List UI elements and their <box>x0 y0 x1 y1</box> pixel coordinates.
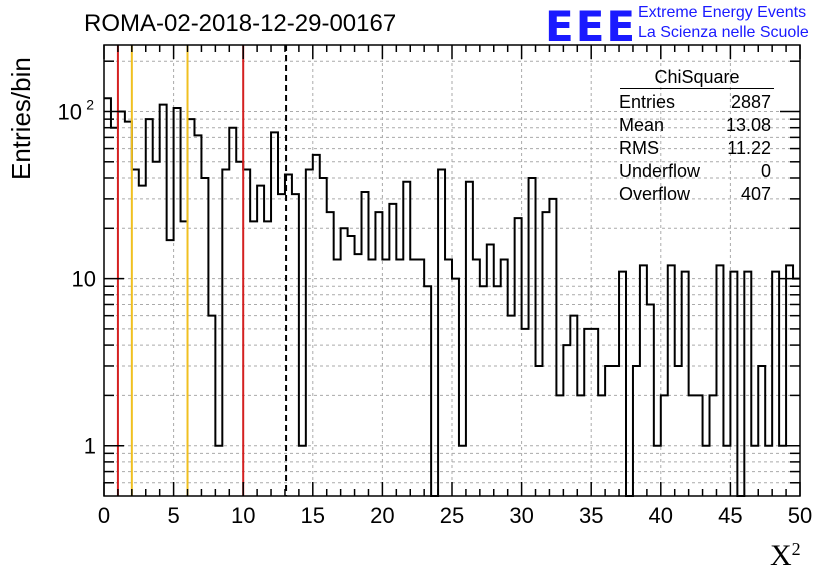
histogram-bin <box>494 286 501 496</box>
stats-box: ChiSquare Entries 2887 Mean 13.08 RMS 11.22 Un… <box>612 66 778 206</box>
histogram-bin <box>355 254 362 496</box>
histogram-bin <box>591 329 598 496</box>
histogram-bin <box>271 132 278 496</box>
histogram-bin <box>222 169 229 496</box>
histogram-bin <box>208 316 215 496</box>
x-tick-label: 35 <box>579 503 603 528</box>
histogram-bin <box>306 169 313 496</box>
x-tick-label: 40 <box>649 503 673 528</box>
logo-caption-line2: La Scienza nelle Scuole <box>638 24 809 41</box>
histogram-bin <box>389 204 396 496</box>
logo-caption-line1: Extreme Energy Events <box>638 4 807 21</box>
x-tick-label: 25 <box>440 503 464 528</box>
stats-row: Entries 2887 <box>612 91 778 114</box>
y-tick-label: 1 <box>84 434 96 459</box>
stats-row: RMS 11.22 <box>612 137 778 160</box>
histogram-bin <box>160 105 167 496</box>
histogram-bin <box>320 178 327 496</box>
histogram-bin <box>570 316 577 496</box>
reference-lines <box>116 45 288 496</box>
histogram-bin <box>612 366 619 496</box>
histogram-bin <box>515 218 522 496</box>
stats-row: Underflow 0 <box>612 160 778 183</box>
histogram-bin <box>647 304 654 496</box>
histogram-bin <box>174 108 181 496</box>
x-tick-label: 30 <box>509 503 533 528</box>
x-tick-label: 0 <box>98 503 110 528</box>
histogram-bars <box>104 97 800 497</box>
histogram-bin <box>243 169 250 496</box>
x-tick-label: 50 <box>788 503 812 528</box>
histogram-bin <box>480 286 487 496</box>
histogram-bin <box>341 228 348 496</box>
histogram-bin <box>549 199 556 496</box>
histogram-bin <box>146 119 153 496</box>
histogram-bin <box>793 279 800 496</box>
histogram-bin <box>188 119 195 496</box>
histogram-bin <box>508 316 515 496</box>
histogram-bin <box>313 155 320 496</box>
histogram-bin <box>466 182 473 496</box>
histogram-bin <box>139 186 146 496</box>
x-tick-label: 15 <box>301 503 325 528</box>
y-tick-label: 10 <box>72 267 96 292</box>
histogram-bin <box>452 279 459 496</box>
stats-value: 13.08 <box>725 115 771 135</box>
histogram-bin <box>229 128 236 496</box>
histogram-bin <box>605 366 612 496</box>
stats-row: Overflow 407 <box>612 183 778 206</box>
histogram-bin <box>563 345 570 496</box>
histogram-bin <box>201 178 208 496</box>
y-axis-label: Entries/bin <box>6 57 36 180</box>
stats-value: 407 <box>740 184 771 204</box>
histogram-bin <box>438 169 445 496</box>
stats-value: 2887 <box>730 92 771 112</box>
histogram-bin <box>362 192 369 496</box>
histogram-bin <box>529 178 536 496</box>
stats-value: 11.22 <box>727 138 771 158</box>
stats-label: Underflow <box>619 161 701 181</box>
stats-title: ChiSquare <box>620 66 774 89</box>
stats-value: 0 <box>760 161 771 181</box>
stats-label: Overflow <box>619 184 691 204</box>
histogram-bin <box>264 221 271 496</box>
x-tick-label: 5 <box>167 503 179 528</box>
x-axis-label: Χ2 <box>770 539 801 572</box>
histogram-bin <box>403 182 410 496</box>
grid-lines <box>104 45 800 496</box>
histogram-bin <box>633 366 640 496</box>
y-tick-label: 10 <box>58 99 82 124</box>
stats-label: RMS <box>619 138 659 158</box>
histogram-bin <box>111 128 118 496</box>
histogram-bin <box>181 221 188 496</box>
histogram-bin <box>522 329 529 496</box>
stats-rows: Entries 2887 Mean 13.08 RMS 11.22 Underflow 0 Ov… <box>612 91 778 206</box>
histogram-bin <box>758 366 765 496</box>
histogram-bin <box>424 286 431 496</box>
histogram-bin <box>257 186 264 496</box>
stats-label: Mean <box>619 115 665 135</box>
histogram-bin <box>118 111 125 496</box>
eee-logo: EEE <box>545 2 638 51</box>
histogram-bin <box>675 366 682 496</box>
stats-label: Entries <box>619 92 676 112</box>
x-tick-label: 20 <box>370 503 394 528</box>
x-tick-label: 45 <box>718 503 742 528</box>
histogram-bin <box>132 169 139 496</box>
histogram-bin <box>250 221 257 496</box>
x-tick-label: 10 <box>231 503 255 528</box>
histogram-bin <box>487 244 494 496</box>
histogram-bin <box>584 329 591 496</box>
logo-caption: Extreme Energy Events La Scienza nelle S… <box>638 3 809 43</box>
stats-row: Mean 13.08 <box>612 114 778 137</box>
histogram-bin <box>536 366 543 496</box>
histogram-bin <box>104 98 111 496</box>
chart-title: ROMA-02-2018-12-29-00167 <box>84 10 397 37</box>
histogram-outline <box>104 97 800 497</box>
y-tick-exponent: 2 <box>86 96 94 112</box>
